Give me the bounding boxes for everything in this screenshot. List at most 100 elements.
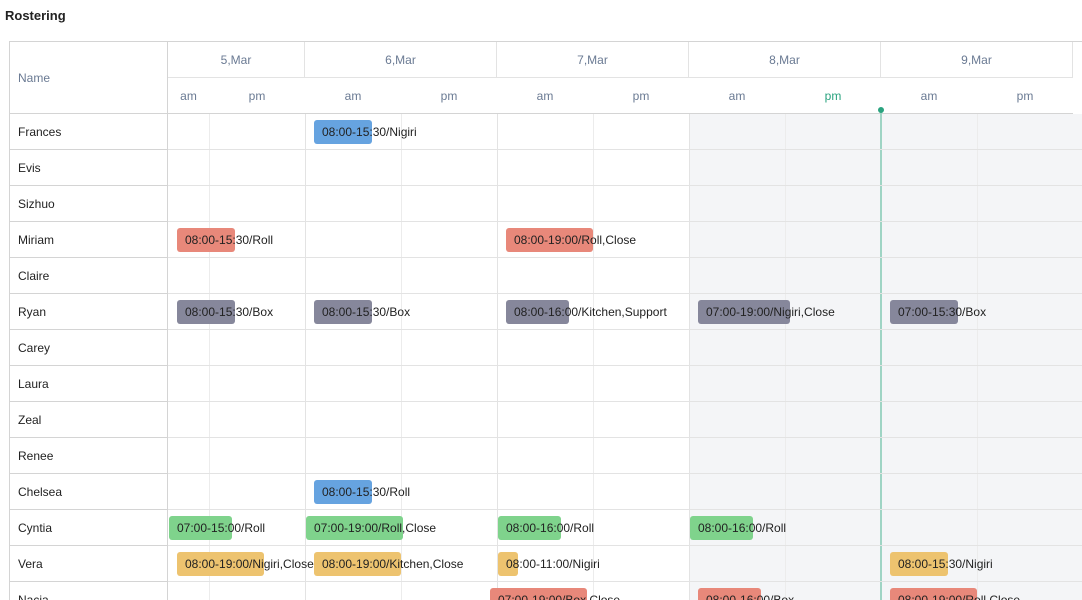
shift-block[interactable]: 08:00-19:00/Kitchen,Close (314, 552, 463, 576)
half-day-header: am (305, 78, 401, 114)
employee-name: Cyntia (10, 510, 168, 546)
shift-bar (698, 300, 790, 324)
shift-block[interactable]: 08:00-15:30/Nigiri (314, 120, 417, 144)
current-time-line (880, 110, 882, 600)
shift-block[interactable]: 08:00-19:00/Nigiri,Close (177, 552, 314, 576)
shift-label: 08:00-16:00/Kitchen,Support (514, 305, 667, 319)
shift-block[interactable]: 08:00-16:00/Roll (690, 516, 786, 540)
shift-label: 08:00-16:00/Roll (698, 521, 787, 535)
employee-name: Frances (10, 114, 168, 150)
employee-name: Ryan (10, 294, 168, 330)
shift-label: 08:00-15:30/Box (185, 305, 274, 319)
shift-bar (890, 552, 948, 576)
half-day-header: pm (977, 78, 1073, 114)
shift-block[interactable]: 08:00-16:00/Kitchen,Support (506, 300, 667, 324)
shift-label: 08:00-15:30/Box (322, 305, 411, 319)
grid-line (689, 114, 690, 600)
shift-label: 08:00-11:00/Nigiri (506, 557, 600, 571)
shift-label: 08:00-19:00/Roll,Close (514, 233, 637, 247)
roster-row (10, 330, 1082, 366)
name-column-header: Name (10, 42, 168, 114)
shift-block[interactable]: 08:00-15:30/Nigiri (890, 552, 993, 576)
shift-block[interactable]: 07:00-19:00/Nigiri,Close (698, 300, 835, 324)
page-title: Rostering (5, 8, 66, 23)
shift-bar (169, 516, 232, 540)
shift-label: 08:00-19:00/Nigiri,Close (185, 557, 314, 571)
shift-block[interactable]: 07:00-15:00/Roll (169, 516, 265, 540)
grid-line (977, 114, 978, 600)
shift-block[interactable]: 08:00-15:30/Box (177, 300, 273, 324)
roster-row (10, 510, 1082, 546)
shift-block[interactable]: 07:00-15:30/Box (890, 300, 986, 324)
shift-block[interactable]: 08:00-19:00/Roll,Close (506, 228, 636, 252)
half-day-header: am (497, 78, 593, 114)
shift-block[interactable]: 07:00-19:00/Roll,Close (306, 516, 436, 540)
employee-name: Chelsea (10, 474, 168, 510)
roster-grid: Name 5,Mar am pm 6,Mar am pm 7,Mar am pm 8,Mar am p… (9, 41, 1082, 600)
grid-line (497, 114, 498, 600)
employee-name: Carey (10, 330, 168, 366)
shift-label: 08:00-19:00/Roll,Close (898, 593, 1021, 600)
shift-bar (314, 552, 401, 576)
grid-line (401, 114, 402, 600)
grid-line (785, 114, 786, 600)
roster-row (10, 114, 1082, 150)
shift-block[interactable]: 07:00-19:00/Box,Close (490, 588, 620, 600)
shift-bar (490, 588, 587, 600)
shift-label: 07:00-15:00/Roll (177, 521, 266, 535)
shift-label: 08:00-15:30/Nigiri (322, 125, 417, 139)
shift-block[interactable]: 08:00-15:30/Box (314, 300, 410, 324)
shift-label: 07:00-19:00/Nigiri,Close (706, 305, 835, 319)
shift-block[interactable]: 08:00-15:30/Roll (177, 228, 273, 252)
shift-block[interactable]: 08:00-11:00/Nigiri (498, 552, 600, 576)
day-header: 7,Mar (497, 42, 689, 78)
shift-bar (177, 228, 235, 252)
half-day-header: am (881, 78, 977, 114)
day-header: 8,Mar (689, 42, 881, 78)
employee-name: Sizhuo (10, 186, 168, 222)
day-header: 6,Mar (305, 42, 497, 78)
roster-row (10, 438, 1082, 474)
day-header: 9,Mar (881, 42, 1073, 78)
shift-bar (177, 552, 264, 576)
grid-line (305, 114, 306, 600)
employee-name: Evis (10, 150, 168, 186)
day-header: 5,Mar (168, 42, 305, 78)
roster-row (10, 222, 1082, 258)
shift-label: 08:00-15:30/Roll (185, 233, 274, 247)
shift-bar (498, 552, 518, 576)
half-day-header: pm (401, 78, 497, 114)
shift-label: 08:00-15:30/Roll (322, 485, 411, 499)
shift-label: 07:00-19:00/Box,Close (498, 593, 621, 600)
shift-bar (690, 516, 753, 540)
roster-row (10, 258, 1082, 294)
roster-row (10, 294, 1082, 330)
shift-block[interactable]: 08:00-15:30/Roll (314, 480, 410, 504)
employee-name: Vera (10, 546, 168, 582)
employee-name: Laura (10, 366, 168, 402)
current-time-marker (878, 107, 884, 113)
shift-block[interactable]: 08:00-16:00/Roll (498, 516, 594, 540)
shift-bar (890, 300, 958, 324)
shift-block[interactable]: 08:00-16:00/Box (698, 588, 794, 600)
roster-row (10, 546, 1082, 582)
shift-bar (506, 300, 569, 324)
employee-name: Miriam (10, 222, 168, 258)
shift-label: 08:00-16:00/Roll (506, 521, 595, 535)
shift-label: 08:00-19:00/Kitchen,Close (322, 557, 464, 571)
half-day-header: pm (593, 78, 689, 114)
roster-row (10, 474, 1082, 510)
shift-label: 07:00-15:30/Box (898, 305, 987, 319)
shift-label: 08:00-16:00/Box (706, 593, 795, 600)
half-day-header: pm (785, 78, 881, 114)
shift-bar (314, 120, 372, 144)
half-day-header: pm (209, 78, 305, 114)
schedule-area (168, 107, 1082, 600)
shift-bar (506, 228, 593, 252)
shift-bar (698, 588, 761, 600)
shift-label: 07:00-19:00/Roll,Close (314, 521, 437, 535)
shift-block[interactable]: 08:00-19:00/Roll,Close (890, 588, 1020, 600)
employee-name: Claire (10, 258, 168, 294)
shift-bar (306, 516, 403, 540)
shift-bar (314, 300, 372, 324)
